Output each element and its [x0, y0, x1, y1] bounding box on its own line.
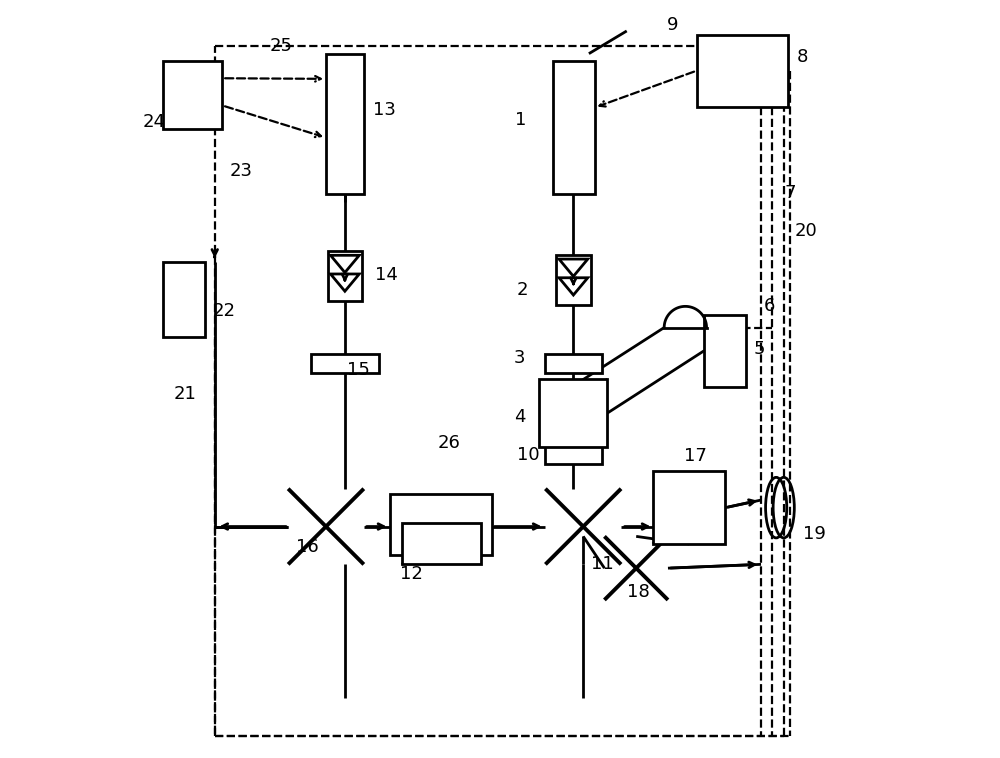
- Bar: [653, 471, 725, 544]
- Text: 9: 9: [666, 16, 678, 34]
- Text: 2: 2: [517, 280, 528, 299]
- Text: 11: 11: [591, 556, 614, 573]
- Bar: [311, 355, 379, 374]
- Bar: [326, 54, 364, 193]
- Text: 3: 3: [514, 349, 525, 367]
- Bar: [539, 379, 607, 447]
- Bar: [545, 355, 602, 374]
- Text: 5: 5: [753, 340, 765, 358]
- Bar: [697, 35, 788, 107]
- Text: 20: 20: [795, 222, 818, 240]
- Text: 26: 26: [438, 434, 461, 453]
- Text: 6: 6: [763, 297, 775, 315]
- Text: 7: 7: [784, 184, 796, 202]
- Text: 25: 25: [269, 37, 292, 55]
- Bar: [328, 251, 362, 301]
- Text: 24: 24: [143, 113, 166, 130]
- Bar: [553, 61, 595, 193]
- Bar: [545, 445, 602, 464]
- Text: 4: 4: [514, 408, 526, 426]
- Text: 1: 1: [515, 111, 527, 130]
- Text: 17: 17: [684, 447, 707, 465]
- Text: 14: 14: [375, 265, 398, 283]
- Bar: [704, 315, 746, 387]
- Text: 19: 19: [803, 525, 826, 543]
- Text: 21: 21: [173, 385, 196, 403]
- Bar: [163, 262, 205, 337]
- Bar: [402, 523, 481, 565]
- Bar: [163, 61, 222, 130]
- Text: 12: 12: [400, 565, 423, 583]
- Text: 8: 8: [797, 49, 808, 67]
- Text: 23: 23: [229, 162, 252, 180]
- Text: 18: 18: [627, 584, 650, 601]
- Text: 10: 10: [517, 446, 540, 464]
- Text: 15: 15: [347, 361, 370, 379]
- Bar: [556, 255, 591, 305]
- Text: 13: 13: [373, 102, 396, 120]
- Bar: [390, 494, 492, 555]
- Text: 16: 16: [296, 538, 318, 556]
- Text: 22: 22: [212, 302, 235, 320]
